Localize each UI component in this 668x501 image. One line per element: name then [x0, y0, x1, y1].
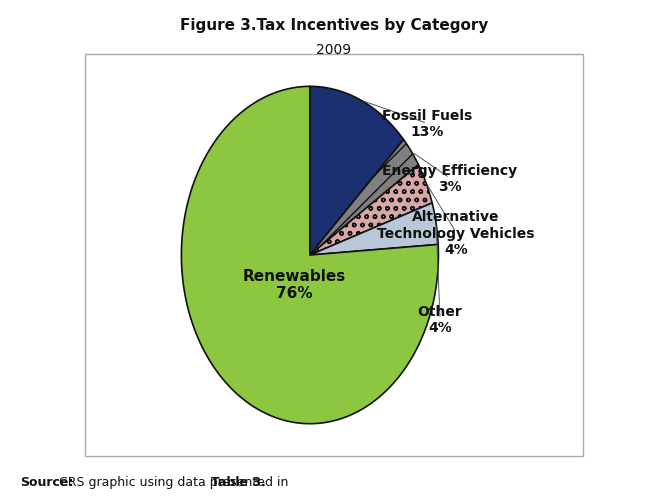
Text: Fossil Fuels
13%: Fossil Fuels 13% [382, 109, 472, 139]
Text: 2009: 2009 [317, 43, 351, 57]
Text: Renewables
76%: Renewables 76% [242, 268, 345, 301]
Text: Energy Efficiency
3%: Energy Efficiency 3% [382, 163, 517, 193]
Text: Source:: Source: [20, 475, 73, 488]
Polygon shape [182, 87, 438, 424]
Polygon shape [310, 203, 438, 256]
Polygon shape [310, 165, 432, 256]
Text: Figure 3.Tax Incentives by Category: Figure 3.Tax Incentives by Category [180, 18, 488, 33]
Text: Alternative
Technology Vehicles
4%: Alternative Technology Vehicles 4% [377, 210, 535, 256]
Polygon shape [310, 140, 418, 256]
Text: Other
4%: Other 4% [418, 305, 462, 335]
Polygon shape [310, 87, 403, 256]
Text: CRS graphic using data presented in: CRS graphic using data presented in [59, 475, 292, 488]
Text: Table 3.: Table 3. [211, 475, 266, 488]
